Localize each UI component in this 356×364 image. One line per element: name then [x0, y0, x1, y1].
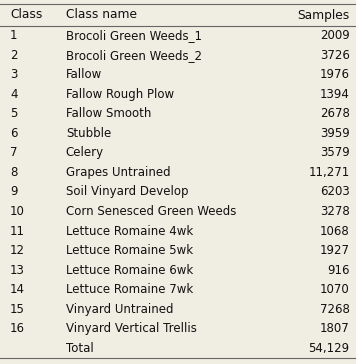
- Text: 1394: 1394: [320, 88, 350, 101]
- Text: Samples: Samples: [297, 8, 350, 21]
- Text: Lettuce Romaine 6wk: Lettuce Romaine 6wk: [66, 264, 193, 277]
- Text: 8: 8: [10, 166, 17, 179]
- Text: Class: Class: [10, 8, 42, 21]
- Text: 9: 9: [10, 186, 17, 198]
- Text: 3278: 3278: [320, 205, 350, 218]
- Text: 1807: 1807: [320, 322, 350, 335]
- Text: 3: 3: [10, 68, 17, 81]
- Text: 1068: 1068: [320, 225, 350, 238]
- Text: Lettuce Romaine 7wk: Lettuce Romaine 7wk: [66, 283, 193, 296]
- Text: 3959: 3959: [320, 127, 350, 140]
- Text: 11: 11: [10, 225, 25, 238]
- Text: 1976: 1976: [320, 68, 350, 81]
- Text: 11,271: 11,271: [308, 166, 350, 179]
- Text: Soil Vinyard Develop: Soil Vinyard Develop: [66, 186, 188, 198]
- Text: 10: 10: [10, 205, 25, 218]
- Text: Class name: Class name: [66, 8, 137, 21]
- Text: 3726: 3726: [320, 49, 350, 62]
- Text: Corn Senesced Green Weeds: Corn Senesced Green Weeds: [66, 205, 236, 218]
- Text: 13: 13: [10, 264, 25, 277]
- Text: 6203: 6203: [320, 186, 350, 198]
- Text: 1070: 1070: [320, 283, 350, 296]
- Text: Vinyard Vertical Trellis: Vinyard Vertical Trellis: [66, 322, 197, 335]
- Text: Lettuce Romaine 4wk: Lettuce Romaine 4wk: [66, 225, 193, 238]
- Text: Fallow Smooth: Fallow Smooth: [66, 107, 151, 120]
- Text: Grapes Untrained: Grapes Untrained: [66, 166, 171, 179]
- Text: Celery: Celery: [66, 146, 104, 159]
- Text: 4: 4: [10, 88, 17, 101]
- Text: 6: 6: [10, 127, 17, 140]
- Text: 16: 16: [10, 322, 25, 335]
- Text: Total: Total: [66, 342, 94, 355]
- Text: 2678: 2678: [320, 107, 350, 120]
- Text: Brocoli Green Weeds_1: Brocoli Green Weeds_1: [66, 29, 202, 42]
- Text: Fallow: Fallow: [66, 68, 102, 81]
- Text: Fallow Rough Plow: Fallow Rough Plow: [66, 88, 174, 101]
- Text: 12: 12: [10, 244, 25, 257]
- Text: 3579: 3579: [320, 146, 350, 159]
- Text: 7: 7: [10, 146, 17, 159]
- Text: 916: 916: [327, 264, 350, 277]
- Text: Lettuce Romaine 5wk: Lettuce Romaine 5wk: [66, 244, 193, 257]
- Text: 5: 5: [10, 107, 17, 120]
- Text: Stubble: Stubble: [66, 127, 111, 140]
- Text: 1927: 1927: [320, 244, 350, 257]
- Text: 2: 2: [10, 49, 17, 62]
- Text: 14: 14: [10, 283, 25, 296]
- Text: Brocoli Green Weeds_2: Brocoli Green Weeds_2: [66, 49, 202, 62]
- Text: 15: 15: [10, 303, 25, 316]
- Text: 1: 1: [10, 29, 17, 42]
- Text: 54,129: 54,129: [308, 342, 350, 355]
- Text: 2009: 2009: [320, 29, 350, 42]
- Text: 7268: 7268: [320, 303, 350, 316]
- Text: Vinyard Untrained: Vinyard Untrained: [66, 303, 173, 316]
